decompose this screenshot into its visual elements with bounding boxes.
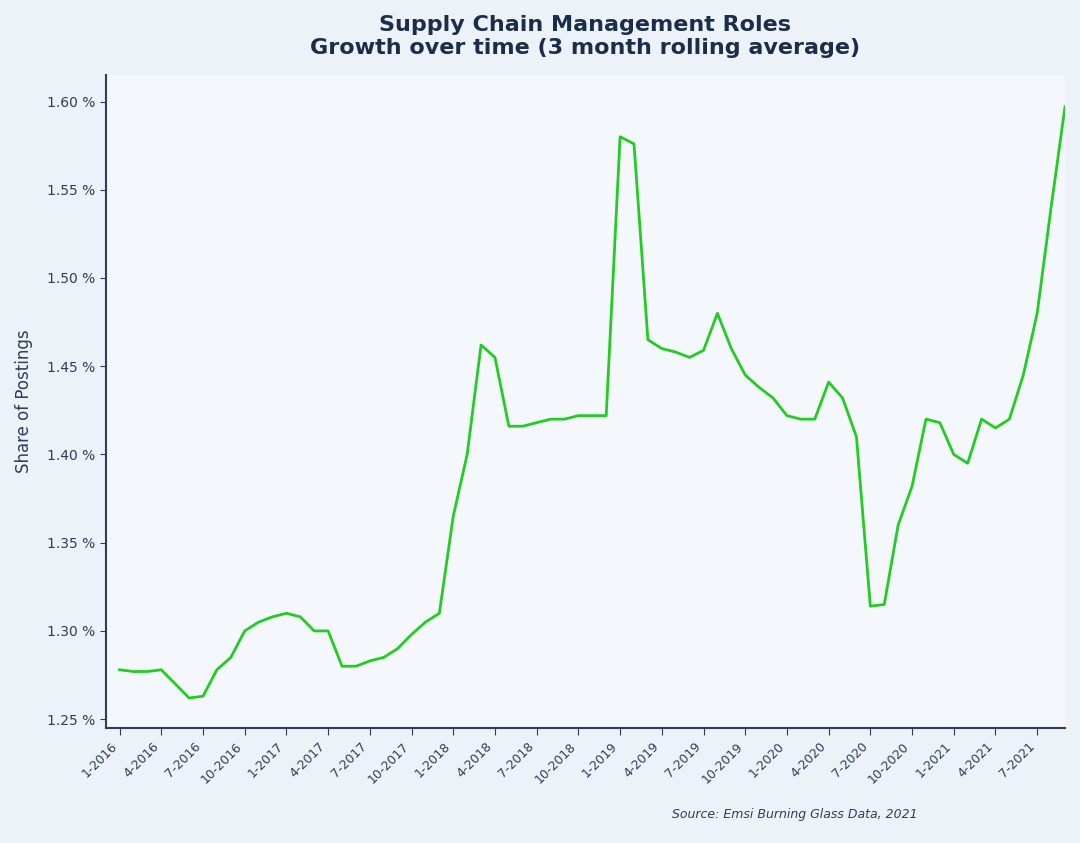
Y-axis label: Share of Postings: Share of Postings (15, 330, 33, 473)
Title: Supply Chain Management Roles
Growth over time (3 month rolling average): Supply Chain Management Roles Growth ove… (310, 15, 861, 58)
Text: Source: Emsi Burning Glass Data, 2021: Source: Emsi Burning Glass Data, 2021 (673, 808, 918, 821)
